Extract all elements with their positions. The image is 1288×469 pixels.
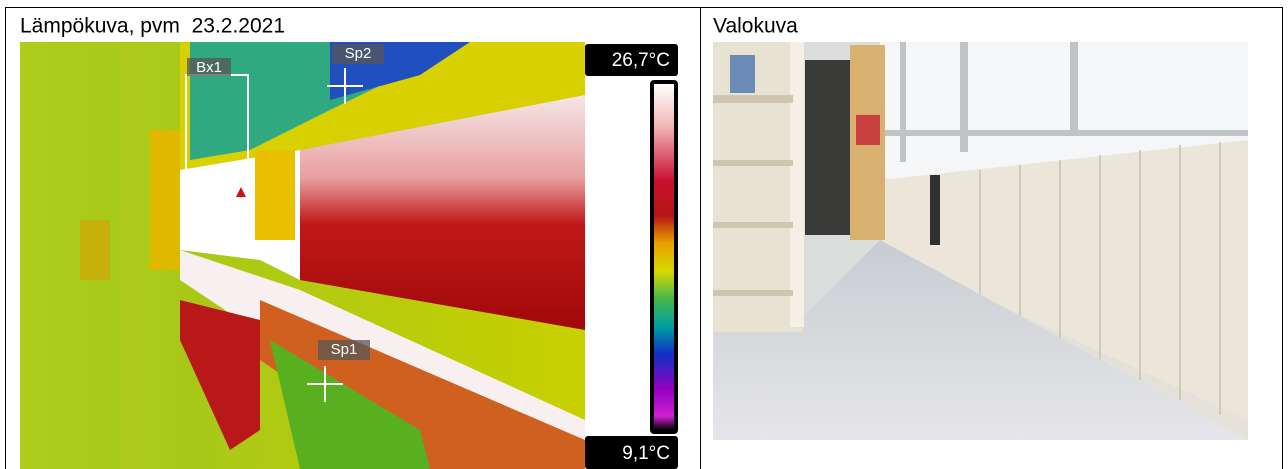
photo bbox=[713, 42, 1248, 440]
table-borders bbox=[5, 7, 1283, 469]
scale-min: 9,1°C bbox=[622, 443, 670, 464]
scale-label-box bbox=[585, 436, 678, 469]
color-scale bbox=[654, 84, 674, 430]
scale-max: 26,7°C bbox=[612, 50, 670, 71]
thermal-image bbox=[20, 42, 585, 469]
cell-title: Lämpökuva, pvm 23.2.2021 bbox=[20, 15, 285, 38]
marker-label: Bx1 bbox=[196, 59, 222, 76]
scale-label-box bbox=[585, 44, 678, 76]
marker-label: Sp2 bbox=[345, 45, 372, 62]
marker-label: Sp1 bbox=[331, 341, 358, 358]
cell-title: Valokuva bbox=[713, 15, 798, 38]
